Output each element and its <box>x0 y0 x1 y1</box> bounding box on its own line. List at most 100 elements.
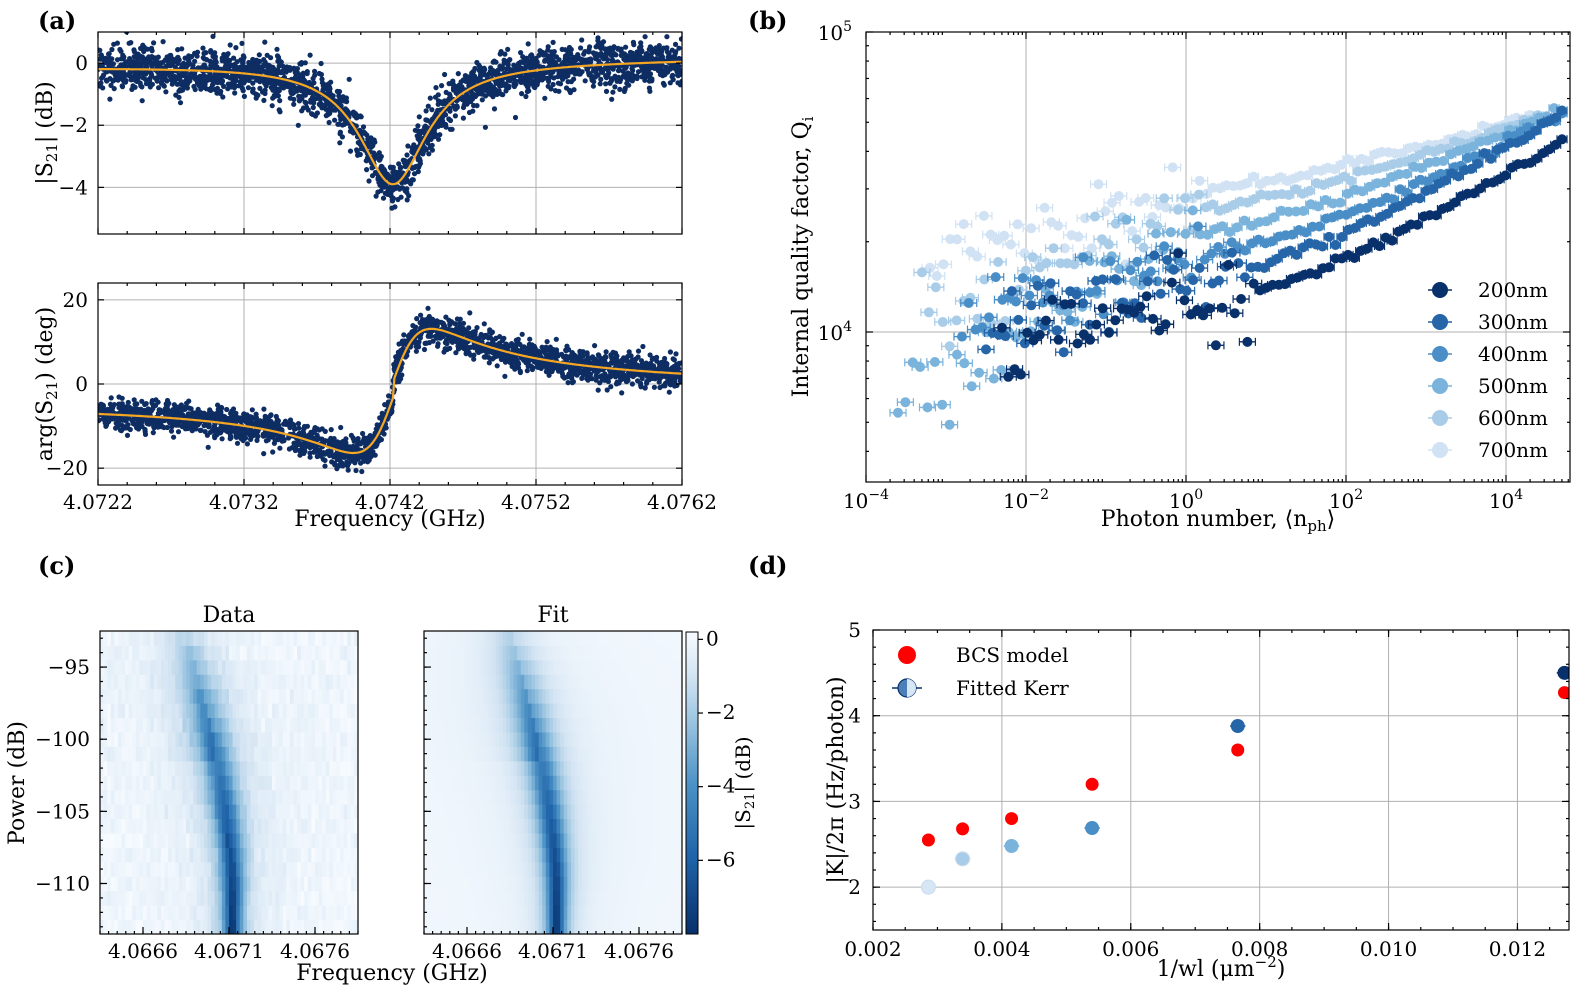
a-data-point <box>567 373 573 380</box>
a-data-point <box>465 100 471 106</box>
a-data-point <box>623 44 629 50</box>
a-data-point <box>227 427 233 433</box>
a-data-point <box>139 418 145 424</box>
a-data-point <box>219 79 225 85</box>
a-data-point <box>425 305 431 311</box>
a-data-point <box>529 366 536 373</box>
a-data-point <box>402 179 408 185</box>
a-data-point <box>201 50 207 57</box>
a-data-point <box>619 390 625 396</box>
a-data-point <box>471 102 477 109</box>
a-data-point <box>194 53 200 59</box>
b-data-point <box>1053 220 1064 231</box>
a-data-point <box>221 83 227 89</box>
a-data-point <box>111 86 117 92</box>
a-data-point <box>168 428 175 434</box>
a-data-point <box>380 195 387 201</box>
a-data-point <box>656 364 662 370</box>
a-data-point <box>640 343 646 350</box>
a-data-point <box>345 467 351 473</box>
a-data-point <box>661 82 667 88</box>
a-data-point <box>577 348 583 354</box>
a-data-point <box>615 45 621 51</box>
a-data-point <box>261 451 267 457</box>
a-data-point <box>270 65 276 71</box>
a-data-point <box>264 416 270 422</box>
a-data-point <box>346 76 352 82</box>
a-data-point <box>404 152 410 158</box>
a-data-point <box>595 387 601 393</box>
a-data-point <box>102 420 108 426</box>
a-data-point <box>597 81 603 87</box>
a-data-point <box>291 96 297 102</box>
a-data-point <box>177 100 184 106</box>
a-data-point <box>678 36 682 42</box>
a-data-point <box>657 375 663 381</box>
a-data-point <box>308 97 314 103</box>
a-data-point <box>205 444 211 450</box>
a-data-point <box>454 87 460 93</box>
a-data-point <box>435 107 441 113</box>
a-data-point <box>238 64 244 70</box>
a-bottom-ylabel: arg(S21) (deg) <box>33 307 61 461</box>
a-data-point <box>592 343 598 349</box>
a-data-point <box>240 57 246 63</box>
a-data-point <box>223 56 229 62</box>
a-data-point <box>245 85 251 91</box>
a-data-point <box>474 325 480 331</box>
a-data-point <box>624 76 630 82</box>
a-data-point <box>164 54 170 60</box>
a-data-point <box>164 424 170 431</box>
b-data-point <box>1140 193 1151 203</box>
b-data-point <box>931 271 942 281</box>
a-data-point <box>603 53 609 59</box>
a-data-point <box>233 45 239 51</box>
a-data-point <box>410 323 416 329</box>
a-data-point <box>598 76 604 82</box>
a-data-point <box>430 338 436 344</box>
b-data-point <box>1248 171 1259 182</box>
a-data-point <box>551 49 557 55</box>
a-data-point <box>331 460 338 466</box>
a-data-point <box>261 406 267 412</box>
a-data-point <box>571 87 577 93</box>
a-data-point <box>547 70 553 76</box>
a-data-point <box>215 402 221 408</box>
a-data-point <box>519 91 525 97</box>
a-data-point <box>175 47 181 53</box>
a-data-point <box>603 88 610 94</box>
a-data-point <box>378 188 384 194</box>
a-data-point <box>358 146 364 152</box>
a-top-ylabel: |S21| (dB) <box>33 81 61 184</box>
a-data-point <box>593 52 600 58</box>
a-data-point <box>616 74 622 80</box>
a-data-point <box>600 39 607 45</box>
a-data-point <box>439 83 445 89</box>
a-data-point <box>503 88 509 94</box>
a-data-point <box>301 77 307 83</box>
a-data-point <box>302 89 308 95</box>
a-data-point <box>209 60 215 66</box>
a-data-point <box>201 72 207 78</box>
a-data-point <box>584 376 590 382</box>
a-data-point <box>482 124 488 130</box>
a-data-point <box>389 205 395 211</box>
a-data-point <box>540 348 546 354</box>
a-data-point <box>129 86 135 92</box>
a-data-point <box>109 406 115 412</box>
a-data-point <box>374 441 380 447</box>
a-data-point <box>326 81 332 87</box>
a-data-point <box>602 361 608 367</box>
a-data-point <box>621 375 627 381</box>
a-data-point <box>452 113 458 119</box>
a-data-point <box>233 432 239 439</box>
a-data-point <box>540 70 546 77</box>
a-data-point <box>533 73 539 79</box>
a-data-point <box>446 81 452 87</box>
b-data-point <box>1113 191 1124 201</box>
a-data-point <box>254 437 260 443</box>
a-data-point <box>471 73 478 79</box>
b-data-point <box>972 251 983 262</box>
a-data-point <box>418 312 424 318</box>
a-data-point <box>358 114 364 120</box>
